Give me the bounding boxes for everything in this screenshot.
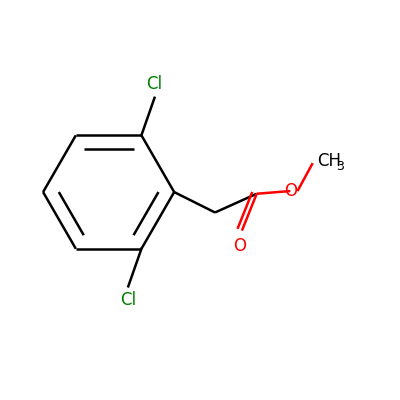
Text: Cl: Cl	[146, 75, 162, 93]
Text: O: O	[284, 182, 297, 200]
Text: CH: CH	[318, 152, 342, 170]
Text: Cl: Cl	[120, 291, 136, 309]
Text: 3: 3	[336, 160, 344, 173]
Text: O: O	[234, 236, 246, 254]
